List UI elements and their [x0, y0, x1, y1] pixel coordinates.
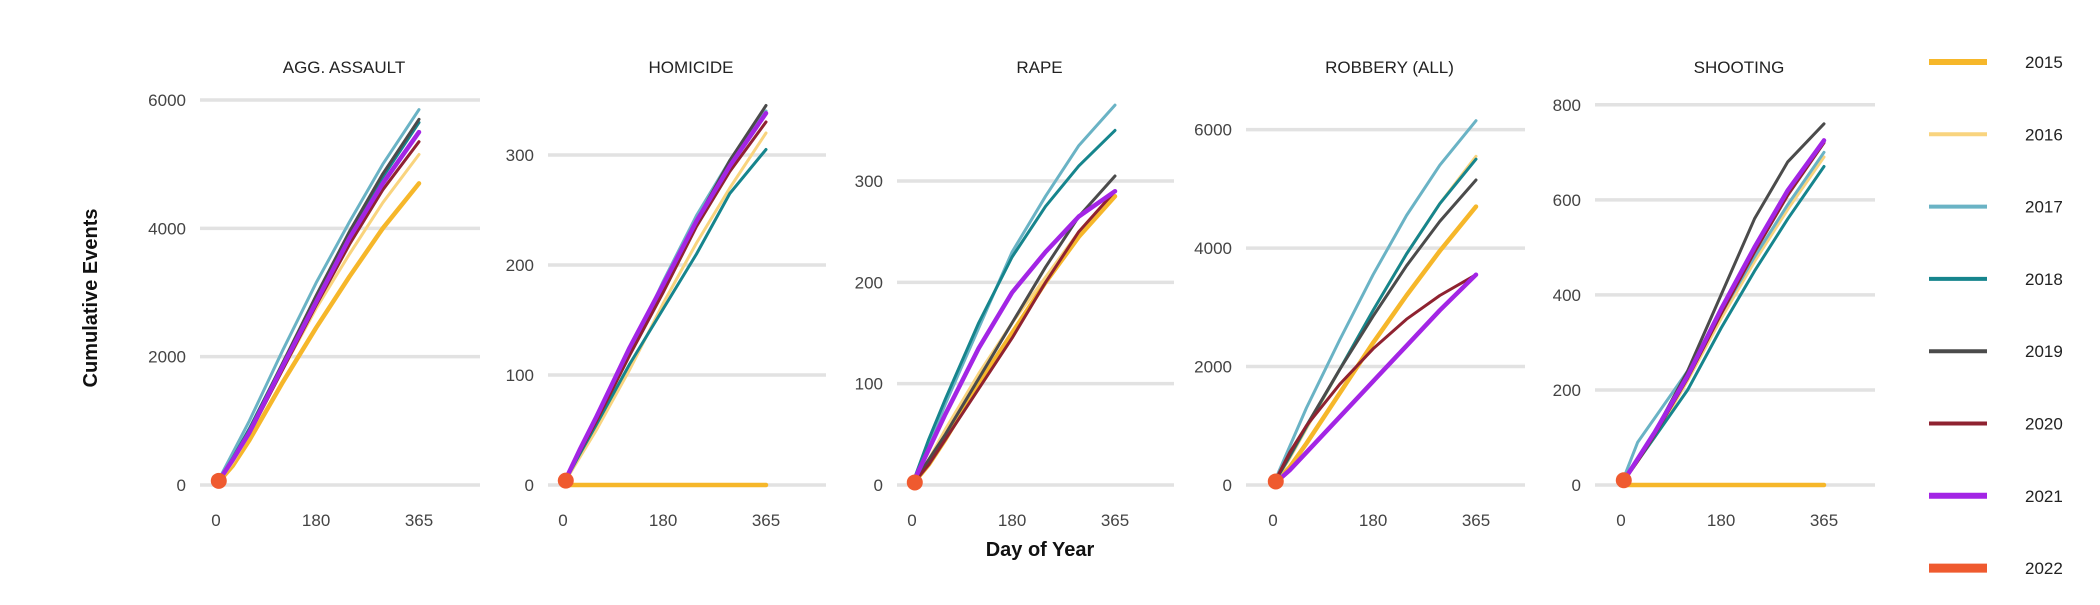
series-line-2020 [1271, 273, 1478, 487]
panel-shooting: 0 200 400 600 800 0 180 365 SHOOTING [1553, 58, 1875, 530]
y-tick-label: 0 [874, 476, 883, 495]
y-tick-label: 6000 [148, 91, 186, 110]
y-tick-label: 300 [506, 146, 534, 165]
series-line-2019 [1271, 178, 1478, 487]
series-marker-2022 [906, 474, 923, 491]
legend-label: 2017 [2025, 198, 2063, 217]
panel-agg-assault: 0 2000 4000 6000 0 180 365 AGG. ASSAULT [148, 58, 480, 530]
x-tick-label: 180 [1707, 511, 1735, 530]
x-tick-label: 0 [558, 511, 567, 530]
x-tick-label: 365 [1810, 511, 1838, 530]
legend-label: 2016 [2025, 125, 2063, 144]
series-line-2017 [214, 108, 421, 487]
legend-label: 2021 [2025, 487, 2063, 506]
legend-label: 2022 [2025, 559, 2063, 578]
legend-item-2020: 2020 [1929, 415, 2063, 434]
legend: 2015 2016 2017 2018 2019 2020 2021 2022 [1929, 53, 2063, 578]
panel-title: ROBBERY (ALL) [1325, 58, 1454, 77]
x-tick-label: 0 [1268, 511, 1277, 530]
series-marker-2022 [1615, 472, 1632, 489]
series-line-2021 [560, 110, 769, 488]
legend-label: 2019 [2025, 342, 2063, 361]
y-tick-label: 200 [1553, 381, 1581, 400]
x-tick-label: 180 [1359, 511, 1387, 530]
y-tick-label: 4000 [148, 219, 186, 238]
series-line-2018 [910, 128, 1117, 487]
y-tick-label: 2000 [148, 348, 186, 367]
legend-item-2016: 2016 [1929, 125, 2063, 144]
legend-item-2021: 2021 [1929, 487, 2063, 506]
legend-item-2015: 2015 [1929, 53, 2063, 72]
series-marker-2022 [210, 472, 227, 489]
legend-item-2019: 2019 [1929, 342, 2063, 361]
y-axis-title: Cumulative Events [80, 209, 102, 388]
x-tick-label: 180 [302, 511, 330, 530]
x-tick-label: 0 [1616, 511, 1625, 530]
panel-rape: 0 100 200 300 0 180 365 RAPE [855, 58, 1174, 530]
x-axis-title: Day of Year [986, 539, 1095, 561]
y-tick-label: 0 [525, 476, 534, 495]
y-tick-label: 4000 [1194, 239, 1232, 258]
x-tick-label: 365 [1462, 511, 1490, 530]
y-tick-label: 300 [855, 172, 883, 191]
y-tick-label: 600 [1553, 191, 1581, 210]
x-tick-label: 180 [649, 511, 677, 530]
y-tick-label: 400 [1553, 286, 1581, 305]
x-tick-label: 365 [1101, 511, 1129, 530]
x-tick-label: 0 [907, 511, 916, 530]
series-marker-2022 [1267, 473, 1284, 490]
series-line-2021 [1270, 272, 1479, 488]
series-line-2021 [1618, 138, 1827, 488]
panel-title: HOMICIDE [649, 58, 734, 77]
y-tick-label: 100 [506, 366, 534, 385]
y-tick-label: 6000 [1194, 121, 1232, 140]
legend-label: 2015 [2025, 53, 2063, 72]
x-tick-label: 180 [998, 511, 1026, 530]
x-tick-label: 0 [211, 511, 220, 530]
y-tick-label: 200 [855, 273, 883, 292]
legend-item-2017: 2017 [1929, 198, 2063, 217]
panel-title: AGG. ASSAULT [283, 58, 406, 77]
y-tick-label: 0 [177, 476, 186, 495]
series-line-2021 [213, 129, 422, 488]
panel-title: RAPE [1016, 58, 1062, 77]
y-tick-label: 100 [855, 375, 883, 394]
x-tick-label: 365 [405, 511, 433, 530]
y-tick-label: 2000 [1194, 358, 1232, 377]
y-tick-label: 800 [1553, 96, 1581, 115]
series-line-2015 [213, 181, 422, 488]
series-line-2017 [1271, 119, 1478, 487]
series-line-2016 [1271, 154, 1478, 487]
legend-item-2018: 2018 [1929, 270, 2063, 289]
legend-label: 2018 [2025, 270, 2063, 289]
y-tick-label: 200 [506, 256, 534, 275]
series-line-2020 [910, 189, 1117, 487]
y-tick-label: 0 [1572, 476, 1581, 495]
panel-robbery-all: 0 2000 4000 6000 0 180 365 ROBBERY (ALL) [1194, 58, 1525, 530]
series-marker-2022 [557, 472, 574, 489]
series-line-2021 [909, 188, 1118, 488]
legend-item-2022: 2022 [1929, 559, 2063, 578]
y-tick-label: 0 [1223, 476, 1232, 495]
panel-homicide: 0 100 200 300 0 180 365 HOMICIDE [506, 58, 826, 530]
legend-label: 2020 [2025, 415, 2063, 434]
panel-title: SHOOTING [1694, 58, 1785, 77]
x-tick-label: 365 [752, 511, 780, 530]
